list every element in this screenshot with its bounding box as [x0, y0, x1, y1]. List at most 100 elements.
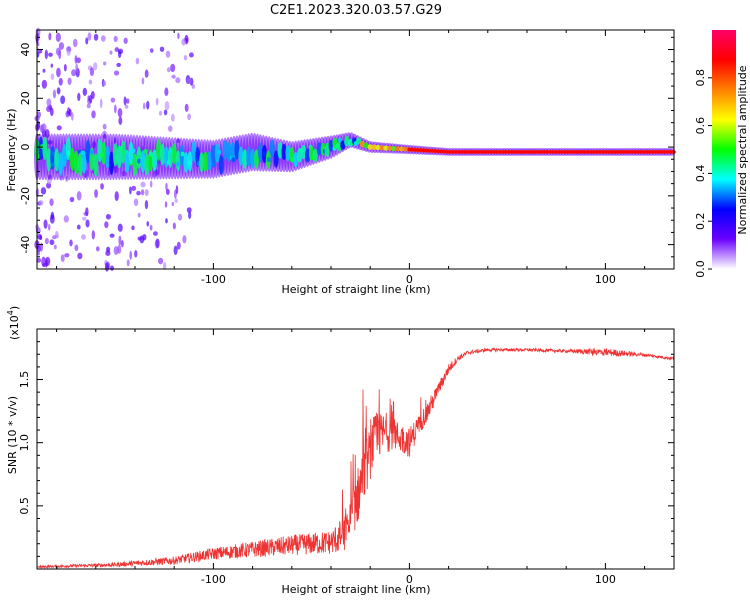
noise-blob: [129, 250, 132, 260]
noise-blob: [56, 125, 62, 131]
noise-blob: [74, 55, 78, 64]
band-core: [316, 142, 322, 156]
noise-blob: [68, 108, 72, 117]
band-core: [128, 141, 134, 165]
noise-blob: [135, 57, 140, 65]
noise-blob: [58, 77, 63, 86]
noise-blob: [110, 265, 114, 271]
band-core: [375, 144, 381, 151]
colorbar-label: Normalized spectral amplitude: [736, 65, 749, 234]
noise-blob: [58, 42, 65, 50]
noise-blob: [41, 79, 48, 89]
noise-blob: [71, 69, 77, 77]
noise-blob: [131, 225, 135, 231]
noise-blob: [56, 67, 61, 78]
band-core: [367, 144, 373, 150]
snr-multiplier-base: (x10: [8, 315, 21, 340]
noise-blob: [44, 237, 49, 245]
spectrogram-y-tick-label: -20: [19, 187, 32, 205]
band-core: [69, 147, 75, 172]
noise-blob: [94, 189, 98, 198]
band-core: [301, 144, 307, 160]
noise-blob: [38, 200, 44, 206]
band-core: [73, 150, 79, 175]
noise-blob: [81, 216, 87, 221]
band-core: [281, 143, 287, 161]
noise-blob: [171, 74, 176, 79]
colorbar-tick-label: 0.6: [694, 117, 707, 135]
noise-blob: [182, 235, 187, 244]
band-core: [261, 144, 267, 164]
noise-blob: [191, 83, 195, 89]
noise-blob: [146, 221, 150, 227]
noise-blob: [55, 32, 61, 43]
noise-blob: [48, 52, 53, 57]
colorbar-ticks: 0.0 0.2 0.4 0.6 0.8: [694, 69, 712, 278]
noise-blob: [120, 239, 124, 248]
spectrogram-blobs: [34, 27, 676, 272]
noise-blob: [149, 180, 153, 188]
noise-blob: [177, 32, 180, 40]
band-core: [293, 152, 299, 168]
band-core: [383, 145, 389, 151]
noise-blob: [52, 89, 57, 99]
band-core: [379, 145, 385, 151]
noise-blob: [89, 67, 95, 77]
band-core: [371, 144, 377, 151]
band-core: [81, 150, 87, 174]
band-core: [218, 155, 224, 175]
noise-blob: [168, 125, 173, 132]
band-core: [387, 145, 393, 151]
snr-panel: -100 0 100 0.5 1.0 1.5 Height of straight lin…: [6, 306, 675, 596]
noise-blob: [102, 80, 107, 87]
noise-blob: [123, 96, 127, 106]
noise-blob: [149, 224, 153, 231]
band-core: [238, 146, 244, 166]
noise-blob: [69, 239, 73, 247]
noise-blob: [141, 77, 145, 85]
band-cell: [266, 157, 271, 163]
noise-blob: [56, 87, 61, 95]
noise-blob: [55, 47, 61, 56]
noise-blob: [100, 183, 104, 190]
band-cell: [337, 137, 342, 143]
noise-blob: [88, 94, 93, 104]
noise-blob: [82, 87, 88, 96]
noise-blob: [153, 231, 158, 236]
noise-blob: [46, 105, 52, 113]
noise-blob: [162, 262, 167, 271]
noise-blob: [144, 200, 149, 210]
noise-blob: [91, 110, 96, 119]
noise-blob: [102, 123, 107, 130]
noise-blob: [60, 254, 65, 262]
noise-blob: [85, 219, 90, 228]
band-core: [105, 145, 111, 169]
noise-blob: [113, 104, 117, 114]
noise-blob: [41, 256, 46, 267]
band-core: [93, 153, 99, 177]
noise-blob: [144, 69, 149, 78]
noise-blob: [77, 92, 81, 102]
noise-blob: [102, 130, 107, 136]
noise-blob: [118, 116, 123, 126]
noise-blob: [37, 250, 40, 256]
band-cell: [217, 149, 222, 155]
noise-blob: [187, 113, 191, 121]
spectrogram-x-tick-label: 100: [595, 273, 616, 286]
noise-blob: [186, 77, 192, 84]
band-core: [246, 146, 252, 167]
band-core: [359, 140, 365, 148]
snr-x-tick-label: -100: [201, 573, 226, 586]
snr-frame: [36, 328, 675, 570]
band-core: [285, 145, 291, 162]
band-core: [132, 153, 138, 176]
band-core: [363, 142, 369, 149]
band-core: [124, 150, 130, 174]
noise-blob: [175, 185, 179, 195]
noise-blob: [176, 241, 181, 250]
snr-y-tick-label: 1.5: [18, 371, 31, 389]
band-core: [171, 143, 177, 165]
band-core: [187, 151, 193, 172]
